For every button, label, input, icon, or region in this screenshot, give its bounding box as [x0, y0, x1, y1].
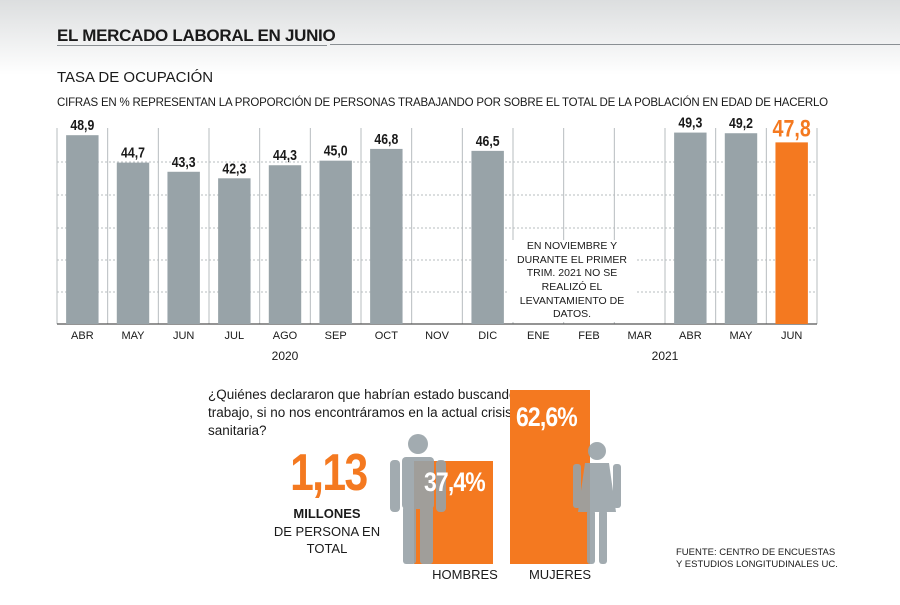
x-tick-label-9: ENE — [527, 330, 550, 342]
occupancy-bar-chart: 48,9 ABR 44,7 MAY 43,3 JUN 42,3 JUL 44,3 AGO 45,0 S… — [56, 114, 818, 363]
bar-value-label-8: 46,5 — [476, 133, 500, 149]
x-tick-label-1: MAY — [121, 330, 145, 342]
women-label: MUJERES — [528, 567, 592, 582]
bar-1 — [116, 162, 150, 324]
bar-13 — [724, 133, 758, 324]
year-label-0: 2020 — [272, 349, 299, 363]
total-value: 1,13 — [290, 444, 368, 502]
x-tick-label-3: JUL — [225, 330, 245, 342]
total-caption-block: MILLONES DE PERSONA EN TOTAL — [262, 505, 392, 558]
x-tick-label-5: SEP — [325, 330, 347, 342]
x-tick-label-12: ABR — [679, 330, 702, 342]
bar-6 — [370, 148, 403, 324]
bar-12 — [674, 132, 707, 324]
bar-4 — [268, 165, 302, 324]
missing-data-note: EN NOVIEMBRE Y DURANTE EL PRIMER TRIM. 2… — [507, 240, 637, 322]
bar-8 — [471, 150, 504, 324]
bar-value-label-2: 43,3 — [172, 154, 196, 170]
bar-3 — [218, 178, 251, 324]
survey-question: ¿Quiénes declararon que habrían estado b… — [208, 387, 517, 438]
bar-0 — [66, 135, 99, 324]
men-label: HOMBRES — [432, 567, 498, 582]
bar-value-label-14: 47,8 — [773, 115, 811, 142]
chart-title: TASA DE OCUPACIÓN — [57, 69, 214, 86]
x-tick-label-8: DIC — [478, 330, 497, 342]
bar-value-label-6: 46,8 — [374, 131, 398, 147]
x-tick-label-6: OCT — [375, 330, 399, 342]
man-icon — [390, 434, 446, 564]
bar-value-label-1: 44,7 — [121, 145, 145, 161]
bar-value-label-5: 45,0 — [324, 143, 348, 159]
bar-14 — [775, 142, 808, 324]
bar-value-label-4: 44,3 — [273, 147, 297, 163]
bar-2 — [167, 171, 200, 324]
bar-value-label-3: 42,3 — [222, 160, 246, 176]
total-unit: MILLONES — [293, 506, 361, 521]
x-tick-label-7: NOV — [425, 330, 450, 342]
total-caption: DE PERSONA EN TOTAL — [273, 523, 381, 557]
woman-icon — [573, 442, 621, 564]
title-rule — [330, 44, 900, 45]
chart-subtitle: CIFRAS EN % REPRESENTAN LA PROPORCIÓN DE… — [57, 97, 828, 109]
x-tick-label-4: AGO — [273, 330, 298, 342]
x-tick-label-14: JUN — [781, 330, 802, 342]
bar-value-label-12: 49,3 — [678, 114, 702, 130]
bar-value-label-13: 49,2 — [729, 115, 753, 131]
header-band — [0, 0, 900, 75]
source-note: FUENTE: CENTRO DE ENCUESTAS Y ESTUDIOS L… — [676, 547, 838, 572]
men-percent: 37,4% — [424, 467, 486, 497]
bar-5 — [319, 160, 352, 324]
x-tick-label-10: FEB — [578, 330, 599, 342]
x-tick-label-0: ABR — [71, 330, 94, 342]
x-tick-label-13: MAY — [729, 330, 753, 342]
source-line-2: Y ESTUDIOS LONGITUDINALES UC. — [676, 559, 838, 571]
page-title: EL MERCADO LABORAL EN JUNIO — [57, 26, 336, 45]
x-tick-label-2: JUN — [173, 330, 194, 342]
year-label-1: 2021 — [652, 349, 679, 363]
source-line-1: FUENTE: CENTRO DE ENCUESTAS — [676, 547, 836, 558]
title-underline — [57, 45, 327, 46]
x-tick-label-11: MAR — [627, 330, 652, 342]
women-percent: 62,6% — [516, 402, 578, 432]
bar-value-label-0: 48,9 — [70, 117, 94, 133]
